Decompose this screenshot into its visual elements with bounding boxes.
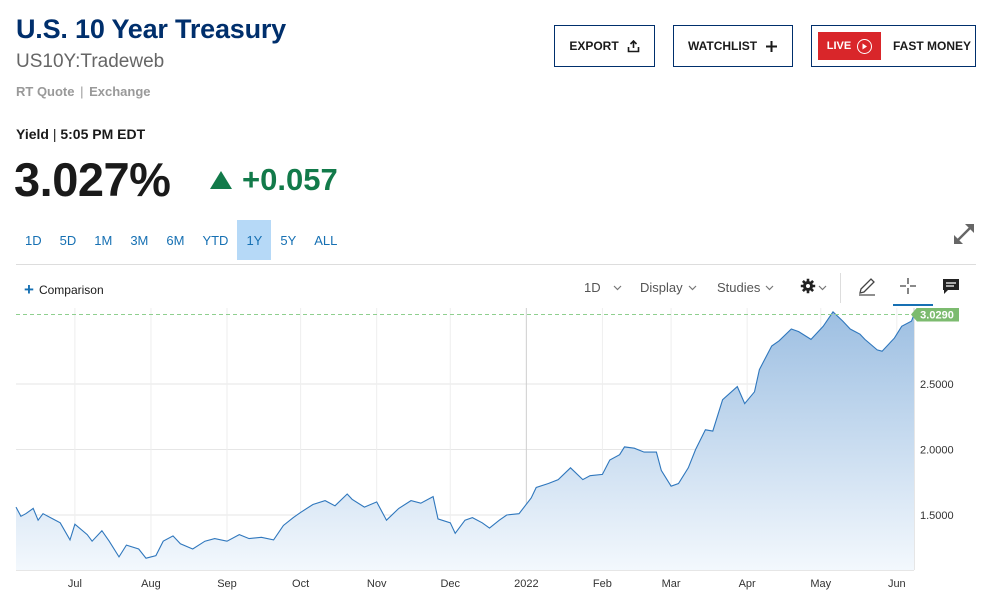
fast-money-label: FAST MONEY: [893, 39, 972, 53]
range-5d[interactable]: 5D: [59, 232, 77, 248]
interval-dropdown[interactable]: 1D: [584, 280, 622, 295]
plus-icon: +: [24, 280, 34, 299]
toolbar-divider: [840, 273, 841, 303]
y-tick-label: 1.5000: [920, 510, 954, 522]
play-icon: [857, 38, 873, 54]
comparison-label: Comparison: [38, 283, 104, 297]
range-selector: 1D 5D 1M 3M 6M YTD 1Y 5Y ALL: [16, 220, 346, 260]
watchlist-label: WATCHLIST: [687, 39, 758, 53]
display-label: Display: [640, 280, 683, 295]
yield-label: Yield: [16, 126, 49, 142]
range-all[interactable]: ALL: [314, 232, 338, 248]
x-tick-label: Aug: [141, 578, 161, 590]
last-price: 3.027%: [14, 153, 171, 206]
plus-icon: [765, 40, 778, 53]
chevron-down-icon: [818, 285, 827, 291]
x-tick-label: 2022: [514, 578, 538, 590]
range-6m[interactable]: 6M: [166, 232, 185, 248]
x-tick-label: Jun: [888, 578, 906, 590]
comparison-button[interactable]: + Comparison: [24, 280, 104, 299]
last-price-tag-label: 3.0290: [920, 310, 954, 322]
chevron-down-icon: [765, 285, 774, 291]
export-button[interactable]: EXPORT: [554, 25, 655, 67]
watchlist-button[interactable]: WATCHLIST: [673, 25, 793, 67]
display-dropdown[interactable]: Display: [640, 280, 697, 295]
quote-source: RT Quote | Exchange: [16, 84, 151, 99]
range-1m[interactable]: 1M: [94, 232, 113, 248]
range-3m[interactable]: 3M: [130, 232, 149, 248]
price-chart-svg[interactable]: 1.5000 2.0000 2.5000 Jul Aug Sep Oct Nov Dec 2022…: [0, 307, 987, 608]
quote-time: 5:05 PM EDT: [60, 126, 146, 142]
x-tick-label: May: [810, 578, 831, 590]
exchange-label: Exchange: [89, 84, 151, 99]
settings-dropdown[interactable]: [800, 278, 827, 297]
x-tick-label: Sep: [217, 578, 237, 590]
x-tick-label: Feb: [593, 578, 612, 590]
x-tick-label: Oct: [292, 578, 309, 590]
yield-area: [16, 311, 914, 570]
studies-label: Studies: [717, 280, 761, 295]
draw-tool-button[interactable]: [857, 276, 877, 299]
range-ytd[interactable]: YTD: [202, 232, 229, 248]
live-label: LIVE: [826, 40, 852, 52]
yield-timestamp: Yield | 5:05 PM EDT: [16, 126, 145, 142]
x-tick-label: Apr: [739, 578, 756, 590]
rt-quote-label: RT Quote: [16, 84, 75, 99]
price-chart[interactable]: 1.5000 2.0000 2.5000 Jul Aug Sep Oct Nov Dec 2022…: [0, 307, 987, 608]
symbol-label: US10Y:Tradeweb: [16, 51, 165, 72]
separator: |: [48, 126, 61, 142]
x-tick-label: Nov: [367, 578, 387, 590]
comment-tool-button[interactable]: [942, 278, 960, 298]
separator: |: [76, 84, 88, 99]
crosshair-icon: [899, 277, 917, 298]
gear-icon: [800, 278, 816, 297]
chevron-down-icon: [688, 285, 697, 291]
x-tick-label: Mar: [662, 578, 681, 590]
comment-icon: [942, 278, 960, 298]
y-tick-label: 2.5000: [920, 379, 954, 391]
interval-label: 1D: [584, 280, 601, 295]
x-tick-label: Dec: [440, 578, 460, 590]
page-title: U.S. 10 Year Treasury: [16, 14, 286, 44]
last-price-tag: [911, 307, 959, 322]
studies-dropdown[interactable]: Studies: [717, 280, 774, 295]
section-divider: [16, 264, 976, 265]
live-badge: LIVE: [818, 32, 881, 60]
x-tick-label: Jul: [68, 578, 82, 590]
fast-money-live-button[interactable]: LIVE FAST MONEY: [811, 25, 976, 67]
up-arrow-icon: [210, 171, 232, 189]
yield-line: [15, 311, 915, 559]
chevron-down-icon: [613, 285, 622, 291]
range-1y[interactable]: 1Y: [237, 220, 272, 260]
pencil-icon: [857, 276, 877, 299]
change-value: +0.057: [242, 162, 338, 197]
y-tick-label: 2.0000: [920, 444, 954, 456]
export-label: EXPORT: [569, 39, 619, 53]
range-5y[interactable]: 5Y: [280, 232, 297, 248]
share-icon: [627, 39, 640, 53]
expand-icon[interactable]: [950, 220, 978, 253]
crosshair-tool-button[interactable]: [899, 277, 917, 298]
range-1d[interactable]: 1D: [25, 232, 42, 248]
price-change: +0.057: [210, 162, 338, 198]
active-tool-indicator: [893, 304, 933, 306]
